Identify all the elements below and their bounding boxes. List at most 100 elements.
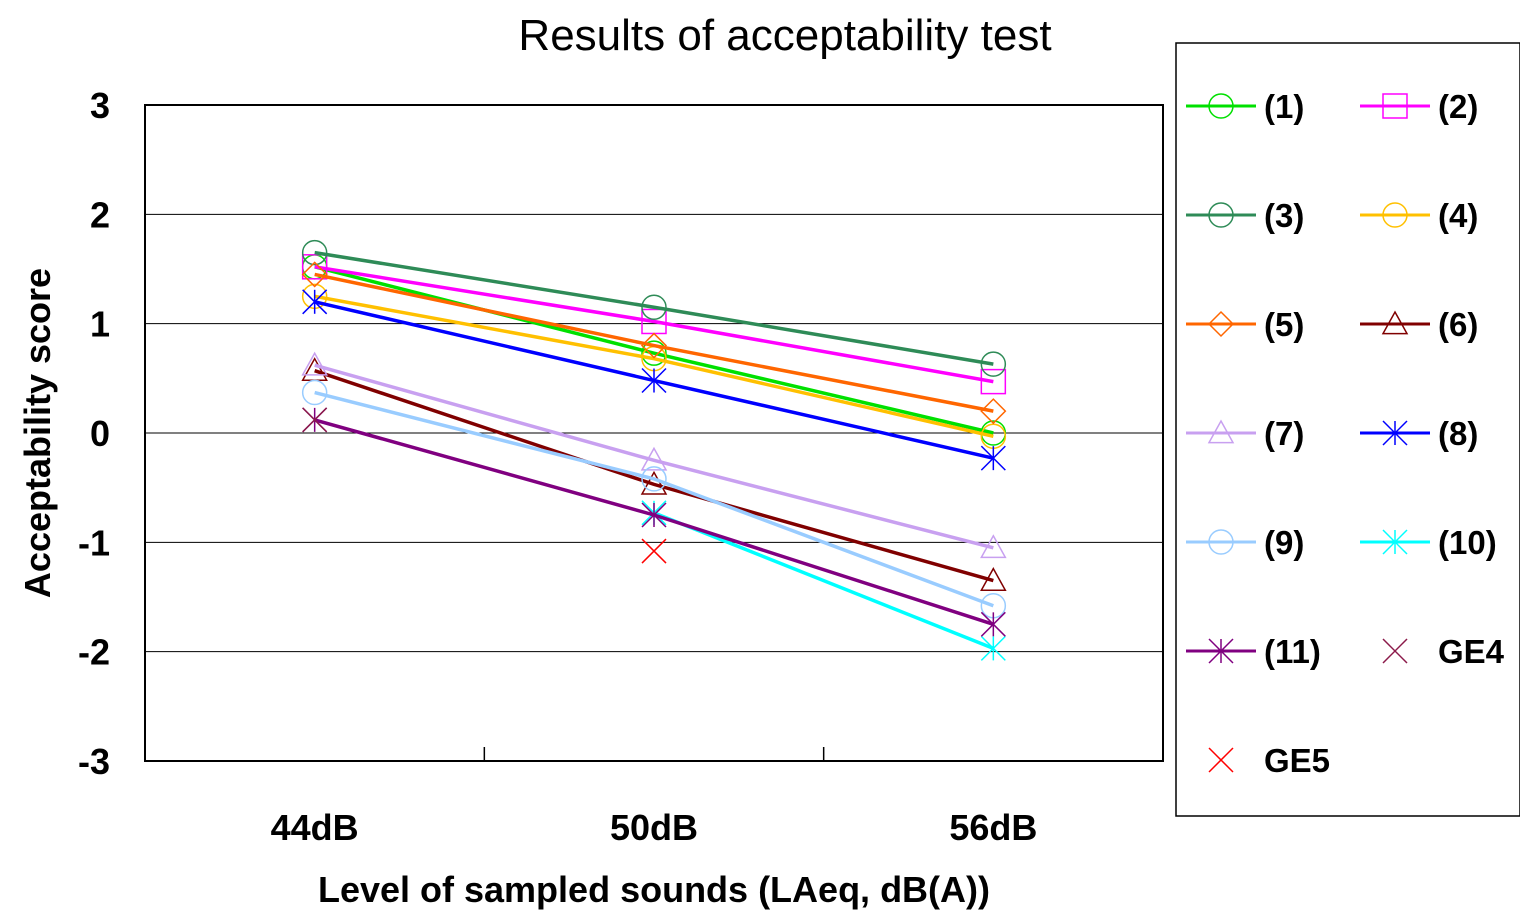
- legend-item: (5): [1186, 306, 1304, 343]
- legend-swatch-marker: [1382, 420, 1408, 446]
- data-point: [980, 398, 1007, 425]
- x-tick-label: 50dB: [610, 807, 698, 848]
- x-axis-label: Level of sampled sounds (LAeq, dB(A)): [318, 869, 990, 910]
- legend-item: (3): [1186, 197, 1304, 234]
- data-point: [301, 379, 328, 406]
- y-tick-label: 2: [90, 194, 110, 235]
- legend-label: (5): [1264, 306, 1304, 343]
- legend-item: (11): [1186, 633, 1321, 670]
- series-GE5: [641, 538, 667, 564]
- chart-title: Results of acceptability test: [518, 11, 1051, 60]
- series-line: [314, 369, 994, 583]
- legend-label: (6): [1438, 306, 1478, 343]
- data-point: [980, 368, 1007, 395]
- legend-swatch-marker: [1208, 638, 1234, 664]
- legend-swatch-marker: [1207, 419, 1235, 444]
- data-point: [301, 351, 328, 376]
- legend-swatch-marker: [1207, 310, 1235, 338]
- series-10: [641, 500, 1006, 661]
- legend-label: GE5: [1264, 742, 1330, 779]
- data-point: [641, 367, 667, 394]
- series-line: [314, 250, 994, 366]
- legend-item: (8): [1360, 415, 1478, 452]
- legend-swatch-marker: [1208, 93, 1234, 119]
- data-point: [641, 502, 667, 528]
- legend-swatch-marker: [1381, 310, 1409, 335]
- x-axis-tick-labels: 44dB 50dB 56dB: [271, 807, 1038, 848]
- data-point: [302, 289, 328, 315]
- legend-item: (6): [1360, 306, 1478, 343]
- legend-swatch-marker: [1208, 529, 1234, 555]
- legend-item: (7): [1186, 415, 1304, 452]
- series-line: [314, 390, 994, 608]
- series-line: [314, 363, 994, 550]
- legend-label: (9): [1264, 524, 1304, 561]
- y-axis-label: Acceptability score: [17, 268, 58, 598]
- series-line: [314, 294, 994, 438]
- legend-label: (11): [1264, 633, 1321, 670]
- series-2: [301, 254, 1007, 395]
- series-line: [653, 511, 994, 651]
- x-axis-ticks: [483, 747, 825, 761]
- series-line: [314, 265, 994, 435]
- data-point: [301, 254, 328, 280]
- series-lines: [301, 239, 1007, 661]
- legend-item: (1): [1186, 88, 1304, 125]
- y-tick-label: -1: [78, 522, 110, 563]
- y-tick-label: 1: [90, 304, 110, 345]
- legend-item: GE4: [1382, 633, 1505, 670]
- data-point: [641, 340, 667, 366]
- plot-area: [144, 104, 1164, 762]
- legend-item: (4): [1360, 197, 1478, 234]
- data-point: [302, 407, 328, 433]
- data-point: [980, 635, 1006, 661]
- legend-item: GE5: [1208, 742, 1330, 779]
- legend-label: (8): [1438, 415, 1478, 452]
- data-point: [301, 261, 328, 288]
- y-tick-label: 3: [90, 85, 110, 126]
- data-point: [640, 332, 668, 359]
- legend-swatch-marker: [1382, 202, 1408, 228]
- series-line: [314, 272, 994, 413]
- legend-item: (9): [1186, 524, 1304, 561]
- data-point: [640, 446, 668, 471]
- y-tick-label: -2: [78, 632, 110, 673]
- y-axis-tick-labels: 3 2 1 0 -1 -2 -3: [78, 85, 110, 782]
- legend-label: (4): [1438, 197, 1478, 234]
- data-point: [641, 538, 667, 564]
- data-point: [980, 534, 1007, 559]
- data-point: [980, 351, 1007, 377]
- legend: (1) (2) (3) (4) (5) (6) (7) (8) (9) (10) (11) GE4 GE…: [1186, 88, 1505, 779]
- legend-label: GE4: [1438, 633, 1505, 670]
- legend-label: (2): [1438, 88, 1478, 125]
- series-7: [301, 351, 1007, 559]
- legend-swatch-marker: [1382, 529, 1408, 555]
- series-9: [301, 379, 1007, 619]
- series-5: [301, 261, 1007, 425]
- legend-swatch-marker: [1382, 93, 1408, 119]
- data-point: [980, 567, 1007, 591]
- data-point: [640, 470, 668, 495]
- data-point: [980, 611, 1006, 637]
- series-8: [302, 289, 1006, 471]
- series-3: [301, 239, 1007, 377]
- legend-box: [1175, 42, 1520, 817]
- y-tick-label: 0: [90, 413, 110, 454]
- y-tick-label: -3: [78, 741, 110, 782]
- series-line: [314, 265, 994, 384]
- data-point: [301, 239, 328, 266]
- legend-label: (1): [1264, 88, 1304, 125]
- x-tick-label: 44dB: [271, 807, 359, 848]
- legend-label: (10): [1438, 524, 1497, 561]
- legend-label: (7): [1264, 415, 1304, 452]
- x-tick-label: 56dB: [949, 807, 1037, 848]
- data-point: [641, 466, 667, 492]
- legend-swatch-marker: [1208, 747, 1234, 773]
- legend-label: (3): [1264, 197, 1304, 234]
- legend-item: (10): [1360, 524, 1497, 561]
- legend-swatch-marker: [1208, 202, 1234, 228]
- legend-item: (2): [1360, 88, 1478, 125]
- gridlines: [145, 213, 1163, 653]
- series-GE4: [302, 407, 328, 433]
